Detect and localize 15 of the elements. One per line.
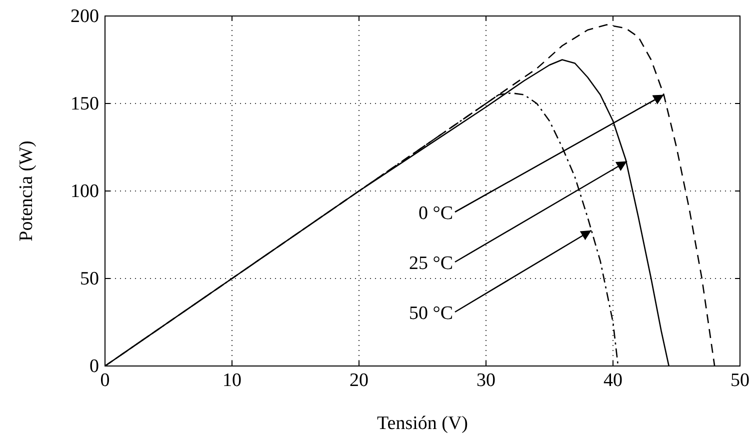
y-axis-title: Potencia (W)	[16, 140, 37, 242]
annotation: 25 °C	[408, 253, 453, 274]
y-tick-label: 200	[70, 6, 99, 27]
y-tick-label: 150	[70, 94, 99, 114]
y-tick-label: 100	[70, 181, 99, 202]
y-tick-label: 0	[90, 356, 99, 377]
x-tick-label: 40	[604, 370, 622, 391]
x-axis-title: Tensión (V)	[376, 413, 468, 434]
x-tick-label: 30	[476, 370, 496, 391]
y-tick-label: 50	[80, 268, 99, 290]
annotation: 0 °C	[418, 203, 453, 224]
x-tick-label: 50	[730, 370, 750, 391]
x-tick-label: 20	[350, 370, 368, 391]
x-tick-label: 10	[222, 370, 242, 391]
annotation: 50 °C	[408, 303, 453, 324]
